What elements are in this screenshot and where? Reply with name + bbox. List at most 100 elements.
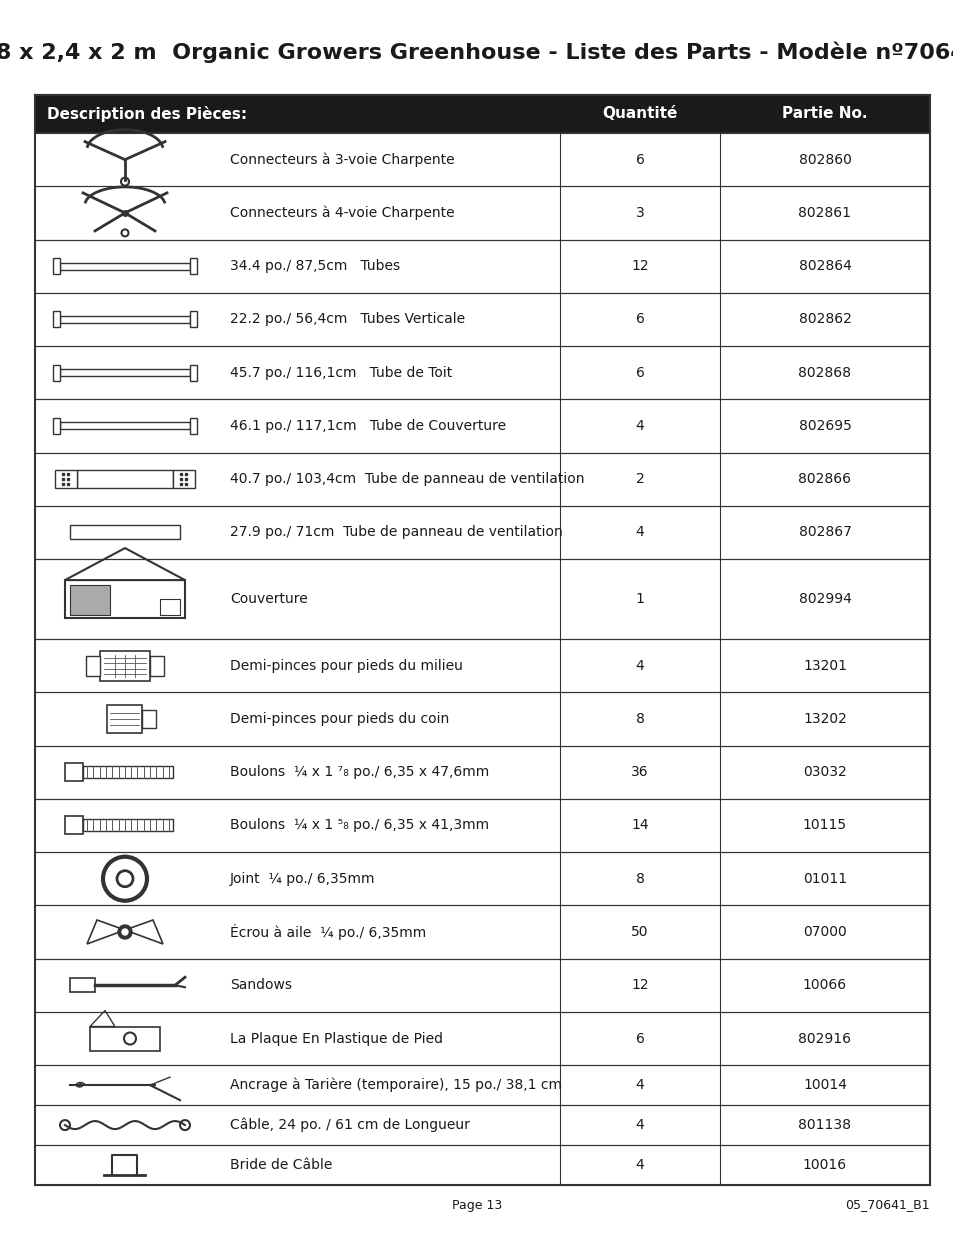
Text: Page 13: Page 13 [452, 1198, 501, 1212]
Text: 01011: 01011 [802, 872, 846, 885]
Text: 6: 6 [635, 153, 644, 167]
Text: Sandows: Sandows [230, 978, 292, 992]
Text: 45.7 po./ 116,1cm   Tube de Toit: 45.7 po./ 116,1cm Tube de Toit [230, 366, 452, 379]
Text: Couverture: Couverture [230, 592, 308, 606]
Text: 12: 12 [631, 259, 648, 273]
Polygon shape [83, 766, 172, 778]
Text: 46.1 po./ 117,1cm   Tube de Couverture: 46.1 po./ 117,1cm Tube de Couverture [230, 419, 506, 433]
Text: 3: 3 [635, 206, 643, 220]
Text: La Plaque En Plastique de Pied: La Plaque En Plastique de Pied [230, 1031, 442, 1046]
Text: Description des Pièces:: Description des Pièces: [47, 106, 247, 122]
Polygon shape [60, 316, 190, 322]
Text: 2: 2 [635, 472, 643, 487]
Text: Quantité: Quantité [601, 106, 677, 121]
Polygon shape [65, 548, 185, 580]
Polygon shape [53, 311, 60, 327]
Text: 10066: 10066 [802, 978, 846, 992]
Circle shape [122, 929, 128, 935]
Polygon shape [60, 369, 190, 377]
Text: 13202: 13202 [802, 711, 846, 726]
Text: Partie No.: Partie No. [781, 106, 867, 121]
Polygon shape [53, 364, 60, 380]
Polygon shape [190, 417, 196, 433]
Text: 40.7 po./ 103,4cm  Tube de panneau de ventilation: 40.7 po./ 103,4cm Tube de panneau de ven… [230, 472, 584, 487]
Polygon shape [125, 920, 163, 944]
Text: 12: 12 [631, 978, 648, 992]
Polygon shape [60, 263, 190, 269]
Text: Boulons  ¼ x 1 ⁵₈ po./ 6,35 x 41,3mm: Boulons ¼ x 1 ⁵₈ po./ 6,35 x 41,3mm [230, 819, 489, 832]
Text: 802695: 802695 [798, 419, 850, 433]
Polygon shape [108, 705, 142, 732]
Text: 05_70641_B1: 05_70641_B1 [844, 1198, 929, 1212]
Text: 36: 36 [631, 766, 648, 779]
Polygon shape [53, 258, 60, 274]
Polygon shape [70, 978, 95, 992]
Polygon shape [190, 364, 196, 380]
Text: 1: 1 [635, 592, 644, 606]
Text: Câble, 24 po. / 61 cm de Longueur: Câble, 24 po. / 61 cm de Longueur [230, 1118, 470, 1132]
Polygon shape [70, 585, 110, 615]
Polygon shape [150, 656, 164, 676]
Polygon shape [90, 1026, 160, 1051]
Text: Demi-pinces pour pieds du coin: Demi-pinces pour pieds du coin [230, 711, 449, 726]
Text: 34.4 po./ 87,5cm   Tubes: 34.4 po./ 87,5cm Tubes [230, 259, 399, 273]
Polygon shape [83, 820, 172, 831]
Text: Boulons  ¼ x 1 ⁷₈ po./ 6,35 x 47,6mm: Boulons ¼ x 1 ⁷₈ po./ 6,35 x 47,6mm [230, 766, 489, 779]
Text: 13201: 13201 [802, 658, 846, 673]
Text: 4: 4 [635, 1078, 643, 1092]
Circle shape [118, 925, 132, 939]
Text: 07000: 07000 [802, 925, 846, 939]
Text: 802916: 802916 [798, 1031, 851, 1046]
Polygon shape [100, 651, 150, 680]
Text: 802868: 802868 [798, 366, 851, 379]
Text: 14: 14 [631, 819, 648, 832]
Text: 802866: 802866 [798, 472, 851, 487]
Text: Demi-pinces pour pieds du milieu: Demi-pinces pour pieds du milieu [230, 658, 462, 673]
Polygon shape [190, 311, 196, 327]
Polygon shape [65, 580, 185, 618]
Polygon shape [70, 526, 180, 540]
Text: Joint  ¼ po./ 6,35mm: Joint ¼ po./ 6,35mm [230, 872, 375, 885]
Text: 8: 8 [635, 872, 644, 885]
Polygon shape [160, 599, 180, 615]
Polygon shape [190, 258, 196, 274]
Text: Connecteurs à 4-voie Charpente: Connecteurs à 4-voie Charpente [230, 206, 455, 220]
Text: Bride de Câble: Bride de Câble [230, 1158, 332, 1172]
Text: 802867: 802867 [798, 526, 850, 540]
Text: 10014: 10014 [802, 1078, 846, 1092]
Polygon shape [53, 417, 60, 433]
Text: 22.2 po./ 56,4cm   Tubes Verticale: 22.2 po./ 56,4cm Tubes Verticale [230, 312, 465, 326]
Polygon shape [60, 422, 190, 430]
Text: 802861: 802861 [798, 206, 851, 220]
Text: 6: 6 [635, 366, 644, 379]
Text: 802862: 802862 [798, 312, 850, 326]
Polygon shape [55, 471, 77, 488]
Polygon shape [65, 763, 83, 782]
Polygon shape [142, 710, 156, 727]
Polygon shape [35, 95, 929, 133]
Text: Ancrage à Tarière (temporaire), 15 po./ 38,1 cm: Ancrage à Tarière (temporaire), 15 po./ … [230, 1078, 561, 1093]
Text: 4: 4 [635, 658, 643, 673]
Polygon shape [86, 656, 100, 676]
Text: 50: 50 [631, 925, 648, 939]
Text: 03032: 03032 [802, 766, 846, 779]
Text: 802994: 802994 [798, 592, 850, 606]
Text: 27.9 po./ 71cm  Tube de panneau de ventilation: 27.9 po./ 71cm Tube de panneau de ventil… [230, 526, 562, 540]
Text: 4: 4 [635, 1158, 643, 1172]
Text: 802864: 802864 [798, 259, 850, 273]
Text: 10016: 10016 [802, 1158, 846, 1172]
Text: 6: 6 [635, 312, 644, 326]
Text: 802860: 802860 [798, 153, 850, 167]
Text: 8: 8 [635, 711, 644, 726]
Polygon shape [65, 816, 83, 835]
Text: 4: 4 [635, 526, 643, 540]
Text: Connecteurs à 3-voie Charpente: Connecteurs à 3-voie Charpente [230, 152, 455, 167]
Polygon shape [87, 920, 125, 944]
Text: 801138: 801138 [798, 1118, 851, 1132]
Polygon shape [77, 471, 172, 488]
Text: 6: 6 [635, 1031, 644, 1046]
Polygon shape [90, 1010, 115, 1026]
Text: 10115: 10115 [802, 819, 846, 832]
Text: 4: 4 [635, 1118, 643, 1132]
Polygon shape [172, 471, 194, 488]
